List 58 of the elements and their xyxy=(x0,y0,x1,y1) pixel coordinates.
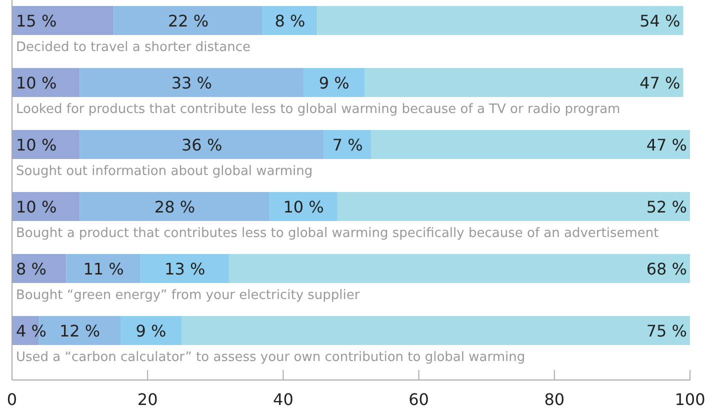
bar xyxy=(317,6,684,35)
bar xyxy=(270,192,338,221)
y-tick-label: Sought out information about global warming xyxy=(16,164,313,179)
x-tick-label: 60 xyxy=(408,390,429,409)
data-label: 9 % xyxy=(318,74,350,92)
data-label: 10 % xyxy=(16,136,57,154)
y-tick-label: Bought a product that contributes less to global warming specifically because of an advertisement xyxy=(16,226,659,241)
data-label: 15 % xyxy=(16,12,57,30)
bar xyxy=(12,68,80,97)
data-label: 47 % xyxy=(646,136,687,154)
data-label: 22 % xyxy=(168,12,209,30)
bar xyxy=(140,254,229,283)
data-label: 54 % xyxy=(640,12,680,30)
x-tick-label: 0 xyxy=(6,390,18,409)
data-label: 68 % xyxy=(646,260,687,278)
data-label: 9 % xyxy=(136,322,166,340)
bar xyxy=(304,68,365,97)
data-label: 8 % xyxy=(16,260,46,278)
data-label: 13 % xyxy=(164,260,206,278)
data-label: 11 % xyxy=(83,260,124,278)
bar xyxy=(262,6,318,35)
bar xyxy=(12,192,80,221)
data-label: 28 % xyxy=(154,198,196,216)
bar xyxy=(12,254,66,283)
x-tick-label: 80 xyxy=(544,390,565,409)
data-label: 10 % xyxy=(283,198,324,216)
bar xyxy=(80,68,304,97)
x-tick-label: 100 xyxy=(674,390,706,409)
bar xyxy=(182,316,690,345)
bar xyxy=(364,68,684,97)
bar xyxy=(66,254,141,283)
data-label: 4 % xyxy=(16,322,46,340)
bar xyxy=(114,6,263,35)
data-label: 47 % xyxy=(640,74,680,92)
bar xyxy=(12,6,114,35)
bar xyxy=(371,130,690,159)
y-tick-label: Bought “green energy” from your electricity supplier xyxy=(16,288,360,303)
bar xyxy=(324,130,372,159)
data-label: 75 % xyxy=(646,322,687,340)
data-label: 12 % xyxy=(59,322,100,340)
bar xyxy=(120,316,182,345)
bar xyxy=(12,130,80,159)
data-label: 7 % xyxy=(332,136,363,154)
bar xyxy=(80,130,324,159)
data-label: 33 % xyxy=(171,74,212,92)
bar xyxy=(337,192,690,221)
y-tick-label: Used a “carbon calculator” to assess your own contribution to global warming xyxy=(16,350,526,365)
y-tick-label: Looked for products that contribute less to global warming because of a TV or radio program xyxy=(16,102,620,117)
data-label: 36 % xyxy=(182,136,222,154)
bar xyxy=(80,192,270,221)
bar xyxy=(228,254,690,283)
data-label: 10 % xyxy=(16,198,57,216)
y-tick-label: Decided to travel a shorter distance xyxy=(16,40,250,55)
data-label: 8 % xyxy=(274,12,306,30)
x-tick-label: 20 xyxy=(137,390,158,409)
data-label: 52 % xyxy=(646,198,687,216)
data-label: 10 % xyxy=(16,74,57,92)
x-tick-label: 40 xyxy=(273,390,294,409)
